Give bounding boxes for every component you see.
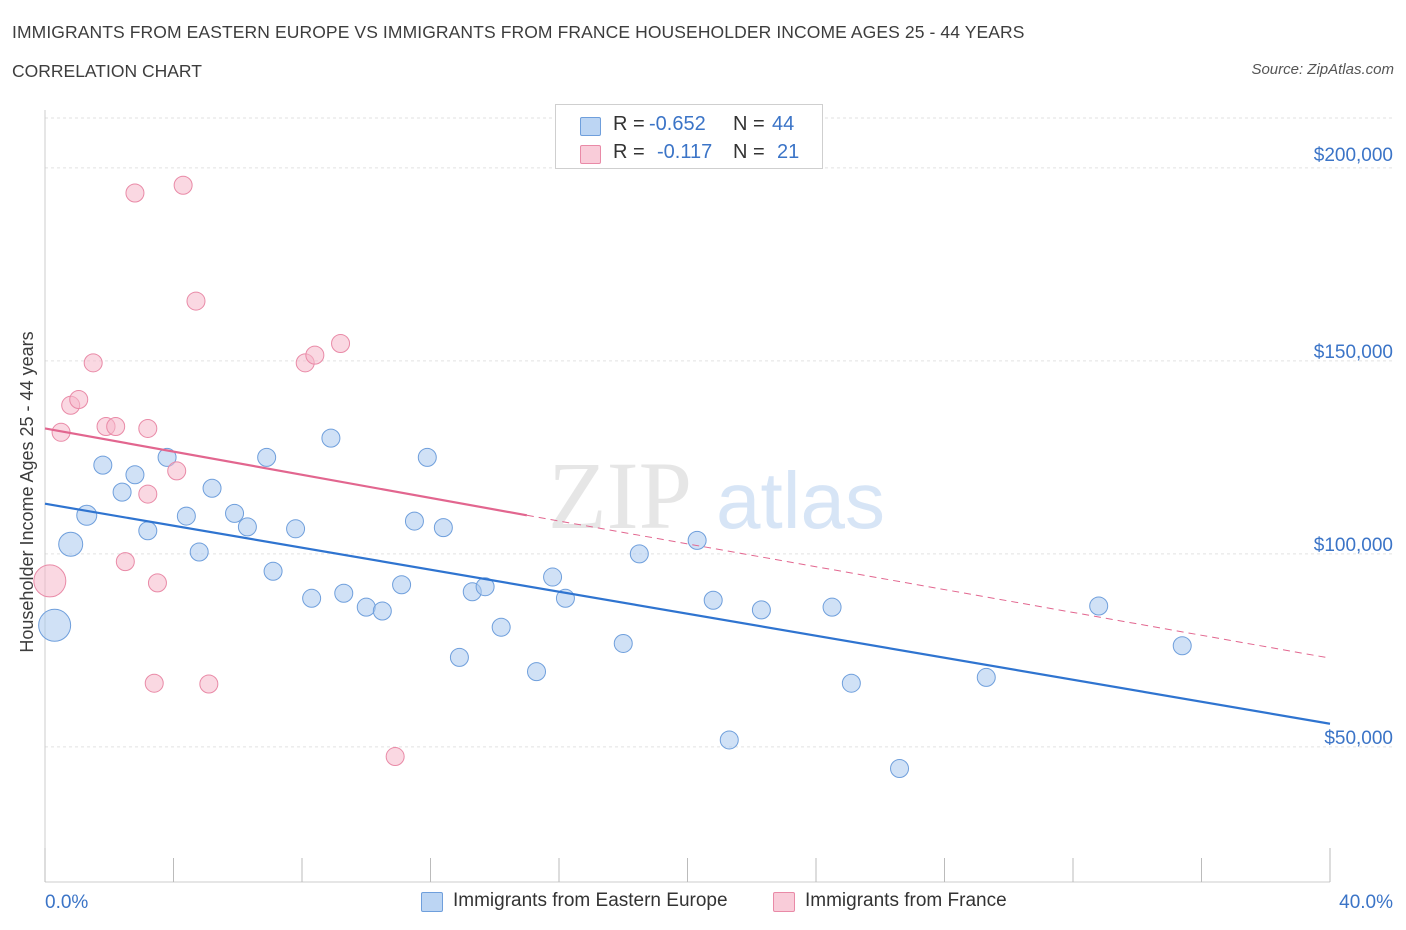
eastern-europe-point [237, 517, 257, 537]
eastern-europe-point [543, 567, 563, 587]
legend-r-label: R = [613, 113, 645, 135]
legend-swatch-pink [580, 145, 601, 164]
eastern-europe-point [976, 667, 996, 687]
france-point [125, 183, 145, 203]
y-axis-label: Householder Income Ages 25 - 44 years [17, 331, 37, 652]
france-point [69, 390, 89, 409]
y-tick-label: $50,000 [1324, 728, 1393, 749]
legend-n-value: 44 [772, 113, 795, 135]
chart-title: IMMIGRANTS FROM EASTERN EUROPE VS IMMIGR… [12, 22, 1025, 42]
eastern-europe-point [321, 428, 341, 448]
source-credit: Source: ZipAtlas.com [1251, 61, 1394, 78]
legend-n-value: 21 [777, 141, 800, 163]
eastern-europe-point [822, 597, 842, 617]
eastern-europe-point [687, 530, 707, 550]
watermark-atlas: atlas [716, 456, 885, 545]
eastern-europe-point [176, 506, 196, 526]
eastern-europe-point [263, 561, 283, 581]
eastern-europe-point [629, 544, 649, 564]
points-layer [33, 175, 1192, 779]
eastern-europe-point [225, 503, 245, 523]
eastern-europe-point [202, 478, 222, 498]
y-tick-label: $150,000 [1314, 342, 1393, 363]
stats-legend-row-france: R = -0.117 N = 21 [556, 139, 822, 167]
eastern-europe-point [76, 504, 98, 526]
eastern-europe-point [751, 600, 771, 620]
eastern-europe-point [1089, 596, 1109, 616]
france-point [167, 461, 187, 481]
eastern-europe-point [93, 455, 113, 475]
france-point [144, 673, 164, 693]
eastern-europe-point [286, 519, 306, 539]
eastern-europe-point [189, 542, 209, 562]
eastern-europe-point [449, 647, 469, 667]
eastern-europe-point [613, 633, 633, 653]
france-point [147, 573, 167, 593]
stats-legend-row-eastern-europe: R = -0.652 N = 44 [556, 111, 822, 139]
y-tick-label: $100,000 [1314, 535, 1393, 556]
france-point [33, 564, 67, 598]
france-point [83, 353, 103, 373]
axis-layer: $50,000 $100,000 $150,000 $200,000 [44, 110, 1393, 883]
legend-swatch-blue [580, 117, 601, 136]
france-point [199, 674, 219, 694]
eastern-europe-point [475, 577, 495, 597]
legend-r-value: -0.117 [657, 141, 713, 163]
x-tick-label-max: 40.0% [1339, 892, 1393, 913]
bottom-legend-label: Immigrants from Eastern Europe [453, 890, 728, 911]
eastern-europe-point [433, 518, 453, 538]
bottom-legend-swatch-pink [773, 892, 795, 912]
eastern-europe-trendline [44, 502, 1331, 725]
france-point [385, 747, 405, 767]
france-point [305, 345, 325, 365]
y-tick-label: $200,000 [1314, 145, 1393, 166]
eastern-europe-point [417, 447, 437, 467]
watermark-zip: ZIP [548, 442, 692, 549]
watermark: ZIP atlas [548, 442, 885, 549]
eastern-europe-point [404, 511, 424, 531]
eastern-europe-point [58, 531, 84, 557]
legend-r-label: R = [613, 141, 645, 163]
legend-n-label: N = [733, 141, 765, 163]
legend-n-label: N = [733, 113, 765, 135]
eastern-europe-point [491, 617, 511, 637]
eastern-europe-point [157, 447, 177, 467]
eastern-europe-point [125, 465, 145, 485]
france-point [138, 418, 158, 438]
eastern-europe-point [334, 583, 354, 603]
eastern-europe-point [138, 521, 158, 541]
france-point [331, 334, 351, 354]
eastern-europe-point [719, 730, 739, 750]
france-point [173, 175, 193, 195]
bottom-legend-label: Immigrants from France [805, 890, 1007, 911]
eastern-europe-point [890, 759, 910, 779]
eastern-europe-point [1172, 636, 1192, 656]
eastern-europe-point [356, 597, 376, 617]
france-point [186, 291, 206, 311]
france-trendline-extension [526, 514, 1331, 659]
bottom-legend-swatch-blue [421, 892, 443, 912]
eastern-europe-point [703, 590, 723, 610]
eastern-europe-point [527, 662, 547, 682]
eastern-europe-point [841, 673, 861, 693]
france-point [106, 417, 126, 437]
eastern-europe-point [112, 482, 132, 502]
eastern-europe-point [38, 608, 72, 642]
stats-legend: R = -0.652 N = 44 R = -0.117 N = 21 [555, 104, 823, 169]
grid-layer [45, 117, 1395, 748]
eastern-europe-point [392, 575, 412, 595]
eastern-europe-point [372, 601, 392, 621]
france-point [115, 552, 135, 572]
eastern-europe-point [257, 447, 277, 467]
chart-subtitle: CORRELATION CHART [12, 61, 202, 81]
x-tick-label-min: 0.0% [45, 892, 88, 913]
france-point [138, 484, 158, 504]
france-trendline [44, 427, 528, 517]
eastern-europe-point [302, 588, 322, 608]
trend-layer [44, 427, 1331, 725]
legend-r-value: -0.652 [649, 113, 706, 135]
